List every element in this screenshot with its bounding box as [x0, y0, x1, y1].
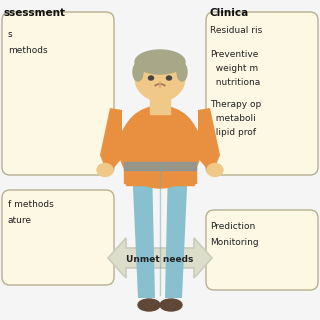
Polygon shape	[198, 108, 220, 175]
Text: s: s	[8, 30, 12, 39]
FancyBboxPatch shape	[206, 12, 318, 175]
Ellipse shape	[160, 299, 182, 311]
Ellipse shape	[122, 106, 198, 178]
Polygon shape	[100, 108, 122, 175]
Text: Clinica: Clinica	[210, 8, 249, 18]
Text: nutritiona: nutritiona	[210, 78, 260, 87]
Ellipse shape	[148, 76, 154, 80]
FancyBboxPatch shape	[2, 190, 114, 285]
Text: Monitoring: Monitoring	[210, 238, 259, 247]
Text: methods: methods	[8, 46, 48, 55]
Ellipse shape	[177, 63, 187, 81]
FancyBboxPatch shape	[2, 12, 114, 175]
Bar	[126, 165, 194, 185]
Ellipse shape	[166, 76, 172, 80]
Ellipse shape	[135, 50, 185, 74]
Ellipse shape	[97, 164, 113, 177]
Text: Unmet needs: Unmet needs	[126, 255, 194, 265]
Text: Prediction: Prediction	[210, 222, 255, 231]
Text: metaboli: metaboli	[210, 114, 256, 123]
Ellipse shape	[207, 164, 223, 177]
Polygon shape	[165, 165, 188, 298]
Bar	[124, 162, 196, 170]
Text: Residual ris: Residual ris	[210, 26, 262, 35]
Ellipse shape	[138, 299, 160, 311]
Polygon shape	[108, 238, 212, 278]
Text: ature: ature	[8, 216, 32, 225]
Text: Preventive: Preventive	[210, 50, 258, 59]
Bar	[124, 158, 196, 183]
Polygon shape	[132, 165, 155, 298]
Text: lipid prof: lipid prof	[210, 128, 256, 137]
Bar	[150, 92, 170, 114]
Ellipse shape	[133, 63, 143, 81]
Text: weight m: weight m	[210, 64, 258, 73]
Ellipse shape	[135, 55, 185, 101]
Text: Therapy op: Therapy op	[210, 100, 261, 109]
Text: ssessment: ssessment	[4, 8, 66, 18]
Ellipse shape	[119, 108, 201, 188]
Text: f methods: f methods	[8, 200, 54, 209]
FancyBboxPatch shape	[206, 210, 318, 290]
